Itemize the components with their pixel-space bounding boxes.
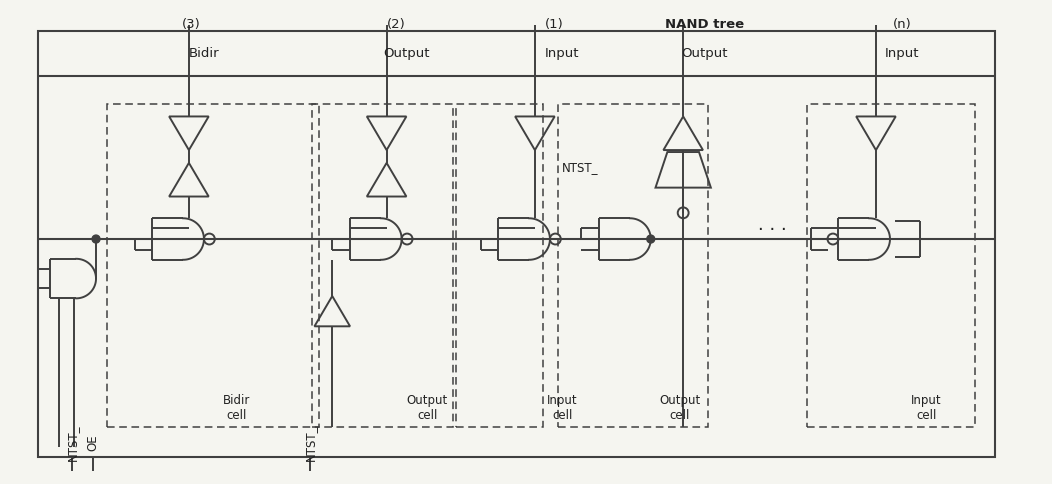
Bar: [312, 105, 452, 427]
Bar: [456, 105, 543, 427]
Text: Output
cell: Output cell: [406, 393, 448, 421]
Text: Input
cell: Input cell: [547, 393, 578, 421]
Text: (2): (2): [387, 18, 405, 31]
Text: (n): (n): [893, 18, 912, 31]
Text: OE: OE: [86, 434, 100, 450]
Text: Output
cell: Output cell: [660, 393, 701, 421]
Text: Output: Output: [682, 46, 728, 60]
Text: (1): (1): [545, 18, 564, 31]
Text: Bidir
cell: Bidir cell: [223, 393, 250, 421]
Text: NTST_: NTST_: [66, 424, 79, 460]
Text: NTST_: NTST_: [304, 424, 317, 460]
Text: (3): (3): [182, 18, 201, 31]
Text: Input
cell: Input cell: [911, 393, 942, 421]
Bar: [558, 105, 708, 427]
Text: NAND tree: NAND tree: [665, 18, 745, 31]
Text: Bidir: Bidir: [188, 46, 219, 60]
Bar: [107, 105, 320, 427]
Circle shape: [93, 236, 100, 243]
Text: . . .: . . .: [757, 216, 787, 234]
Text: Output: Output: [383, 46, 429, 60]
Circle shape: [647, 236, 654, 243]
Bar: [807, 105, 975, 427]
Text: NTST_: NTST_: [562, 161, 599, 174]
Bar: [38, 32, 994, 456]
Text: Input: Input: [545, 46, 580, 60]
Text: Input: Input: [885, 46, 919, 60]
